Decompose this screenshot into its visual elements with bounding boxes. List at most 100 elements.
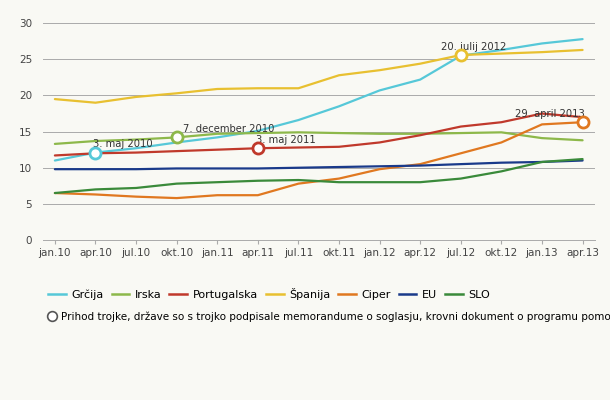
Ciper bbox=[579, 120, 586, 125]
Španija bbox=[214, 86, 221, 91]
Grčija bbox=[132, 146, 140, 151]
Španija bbox=[579, 48, 586, 52]
SLO bbox=[51, 191, 59, 196]
SLO bbox=[538, 160, 545, 164]
EU bbox=[51, 167, 59, 172]
Španija bbox=[173, 91, 181, 96]
Portugalska bbox=[417, 133, 424, 138]
EU bbox=[214, 166, 221, 171]
Portugalska bbox=[498, 120, 505, 125]
Portugalska bbox=[132, 150, 140, 155]
Portugalska bbox=[173, 149, 181, 154]
Grčija bbox=[336, 104, 343, 109]
EU bbox=[457, 162, 464, 166]
Portugalska bbox=[457, 124, 464, 129]
Grčija bbox=[538, 41, 545, 46]
Irska bbox=[254, 131, 262, 136]
Grčija bbox=[295, 118, 302, 122]
Line: EU: EU bbox=[55, 160, 583, 169]
EU bbox=[498, 160, 505, 165]
SLO bbox=[376, 180, 383, 184]
EU bbox=[376, 164, 383, 169]
SLO bbox=[214, 180, 221, 184]
Grčija bbox=[173, 140, 181, 145]
Ciper bbox=[417, 162, 424, 166]
Portugalska bbox=[295, 145, 302, 150]
Irska bbox=[336, 131, 343, 136]
Španija bbox=[92, 100, 99, 105]
Irska bbox=[538, 136, 545, 140]
Grčija bbox=[51, 158, 59, 163]
Line: Irska: Irska bbox=[55, 132, 583, 144]
Line: SLO: SLO bbox=[55, 159, 583, 193]
Španija bbox=[498, 51, 505, 56]
Grčija bbox=[92, 150, 99, 155]
Irska bbox=[295, 130, 302, 135]
Ciper bbox=[538, 122, 545, 127]
Španija bbox=[51, 97, 59, 102]
Grčija bbox=[457, 53, 464, 58]
Grčija bbox=[214, 135, 221, 140]
Line: Španija: Španija bbox=[55, 50, 583, 103]
Španija bbox=[254, 86, 262, 91]
Ciper bbox=[173, 196, 181, 200]
Line: Grčija: Grčija bbox=[55, 39, 583, 160]
Text: 3. maj 2010: 3. maj 2010 bbox=[93, 138, 153, 148]
Ciper bbox=[498, 140, 505, 145]
Ciper bbox=[132, 194, 140, 199]
EU bbox=[132, 167, 140, 172]
Ciper bbox=[254, 193, 262, 198]
EU bbox=[417, 163, 424, 168]
Irska bbox=[132, 137, 140, 142]
EU bbox=[336, 165, 343, 170]
Ciper bbox=[214, 193, 221, 198]
SLO bbox=[92, 187, 99, 192]
Irska bbox=[376, 131, 383, 136]
Španija bbox=[336, 73, 343, 78]
Legend: Prihod trojke, države so s trojko podpisale memorandume o soglasju, krovni dokum: Prihod trojke, države so s trojko podpis… bbox=[48, 311, 610, 322]
Španija bbox=[417, 61, 424, 66]
EU bbox=[538, 160, 545, 164]
Ciper bbox=[457, 151, 464, 156]
Grčija bbox=[417, 77, 424, 82]
SLO bbox=[173, 181, 181, 186]
Line: Ciper: Ciper bbox=[55, 122, 583, 198]
SLO bbox=[295, 178, 302, 182]
Portugalska bbox=[51, 153, 59, 158]
Ciper bbox=[92, 192, 99, 197]
Portugalska bbox=[254, 146, 262, 151]
Irska bbox=[579, 138, 586, 143]
EU bbox=[173, 166, 181, 171]
Text: 3. maj 2011: 3. maj 2011 bbox=[256, 135, 315, 145]
Irska bbox=[173, 135, 181, 140]
SLO bbox=[336, 180, 343, 184]
Irska bbox=[214, 131, 221, 136]
EU bbox=[92, 167, 99, 172]
EU bbox=[295, 165, 302, 170]
Grčija bbox=[579, 37, 586, 42]
Ciper bbox=[336, 176, 343, 181]
Portugalska bbox=[214, 147, 221, 152]
Španija bbox=[295, 86, 302, 91]
EU bbox=[254, 166, 262, 171]
SLO bbox=[498, 169, 505, 174]
Text: 29. april 2013: 29. april 2013 bbox=[515, 109, 584, 119]
Irska bbox=[417, 131, 424, 136]
Portugalska bbox=[579, 115, 586, 120]
Portugalska bbox=[538, 111, 545, 116]
SLO bbox=[417, 180, 424, 184]
Grčija bbox=[498, 48, 505, 52]
Grčija bbox=[376, 88, 383, 93]
Ciper bbox=[51, 191, 59, 196]
Španija bbox=[132, 94, 140, 99]
Portugalska bbox=[376, 140, 383, 145]
Text: 20. julij 2012: 20. julij 2012 bbox=[440, 42, 506, 52]
Irska bbox=[498, 130, 505, 135]
Grčija bbox=[254, 128, 262, 133]
Text: 7. december 2010: 7. december 2010 bbox=[183, 124, 274, 134]
Line: Portugalska: Portugalska bbox=[55, 114, 583, 156]
SLO bbox=[579, 157, 586, 162]
Španija bbox=[457, 53, 464, 58]
Portugalska bbox=[336, 144, 343, 149]
SLO bbox=[254, 178, 262, 183]
